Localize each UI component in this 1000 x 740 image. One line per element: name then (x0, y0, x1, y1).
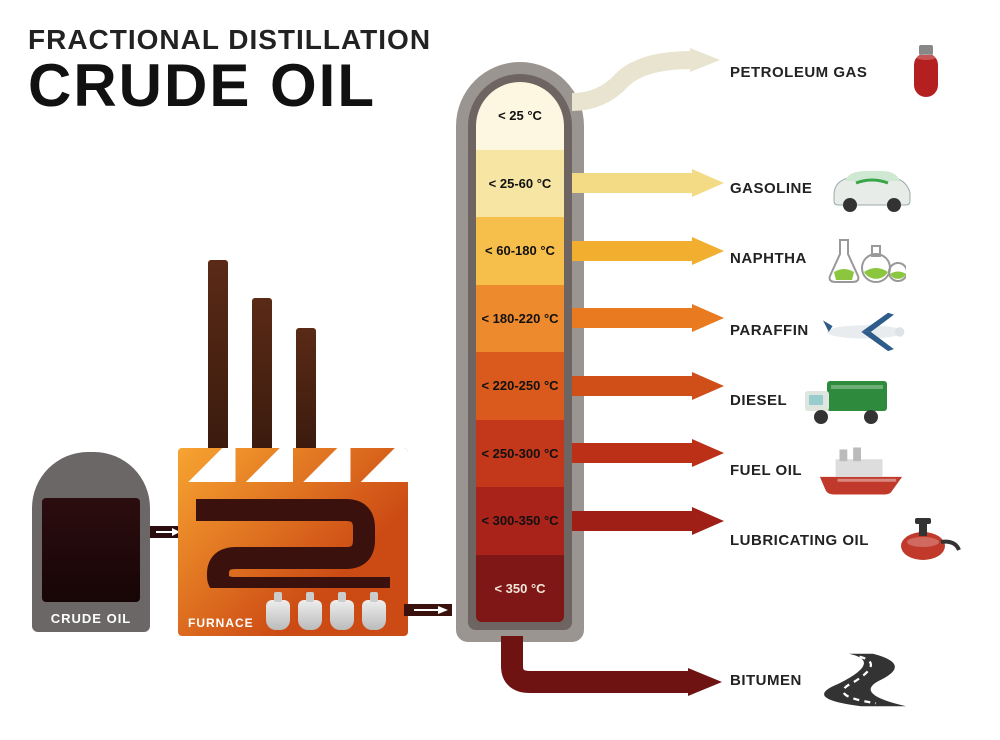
chimney-icon (252, 298, 272, 448)
roof-sawtooth (178, 448, 408, 482)
band-temp-label: < 300-350 °C (481, 513, 558, 528)
distillation-column: < 25 °C < 25-60 °C < 60-180 °C < 180-220 °C… (456, 62, 584, 642)
band-temp-label: < 350 °C (494, 581, 545, 596)
column-band: < 300-350 °C (476, 487, 564, 555)
furnace-pipe-icon (196, 492, 390, 588)
product-arrow (572, 169, 732, 197)
column-band: < 350 °C (476, 555, 564, 623)
furnace-body: FURNACE (178, 448, 408, 636)
product-label: DIESEL (730, 392, 787, 409)
product-label: NAPHTHA (730, 250, 807, 267)
ship-icon (816, 441, 906, 499)
car-icon (826, 159, 916, 217)
tank-oil (42, 498, 140, 602)
vessel-icon (298, 600, 322, 630)
oil-can-icon (883, 511, 973, 569)
pipe-furnace-to-column (404, 598, 464, 622)
vessel-icon (362, 600, 386, 630)
column-band: < 60-180 °C (476, 217, 564, 285)
product-label: BITUMEN (730, 672, 802, 689)
column-band: < 25 °C (476, 82, 564, 150)
tank-body: CRUDE OIL (32, 452, 150, 632)
gas-cylinder-icon (881, 43, 971, 101)
product-row: DIESEL (730, 370, 891, 430)
column-band: < 250-300 °C (476, 420, 564, 488)
column-band: < 220-250 °C (476, 352, 564, 420)
product-arrow (572, 507, 732, 535)
vessel-icon (266, 600, 290, 630)
chimney-icon (296, 328, 316, 448)
airplane-icon (823, 301, 913, 359)
product-row: LUBRICATING OIL (730, 510, 973, 570)
product-arrow (572, 372, 732, 400)
product-arrow (572, 237, 732, 265)
vessel-icon (330, 600, 354, 630)
column-inner: < 25 °C < 25-60 °C < 60-180 °C < 180-220 °C… (468, 74, 572, 630)
product-row: PETROLEUM GAS (730, 42, 971, 102)
product-row: FUEL OIL (730, 440, 906, 500)
crude-oil-tank: CRUDE OIL (32, 452, 150, 632)
arrow-petroleum-gas (572, 58, 732, 118)
product-label: GASOLINE (730, 180, 812, 197)
band-temp-label: < 60-180 °C (485, 243, 555, 258)
flasks-icon (821, 229, 911, 287)
band-temp-label: < 180-220 °C (481, 311, 558, 326)
band-temp-label: < 25-60 °C (489, 176, 552, 191)
column-band: < 25-60 °C (476, 150, 564, 218)
product-row: NAPHTHA (730, 228, 911, 288)
band-temp-label: < 250-300 °C (481, 446, 558, 461)
product-label: PARAFFIN (730, 322, 809, 339)
truck-icon (801, 371, 891, 429)
title-block: FRACTIONAL DISTILLATION CRUDE OIL (28, 24, 431, 116)
column-band: < 180-220 °C (476, 285, 564, 353)
furnace: FURNACE (178, 336, 408, 636)
band-temp-label: < 25 °C (498, 108, 542, 123)
road-icon (816, 651, 906, 709)
arrow-bitumen (500, 636, 730, 696)
tank-label: CRUDE OIL (32, 611, 150, 626)
furnace-label: FURNACE (188, 616, 254, 630)
product-label: FUEL OIL (730, 462, 802, 479)
product-arrow (572, 304, 732, 332)
product-label: PETROLEUM GAS (730, 64, 867, 81)
product-row: PARAFFIN (730, 300, 913, 360)
product-row: BITUMEN (730, 650, 906, 710)
column-stack: < 25 °C < 25-60 °C < 60-180 °C < 180-220 °C… (476, 82, 564, 622)
product-label: LUBRICATING OIL (730, 532, 869, 549)
product-arrow (572, 439, 732, 467)
main-title: CRUDE OIL (28, 56, 431, 116)
product-row: GASOLINE (730, 158, 916, 218)
chimney-icon (208, 260, 228, 448)
band-temp-label: < 220-250 °C (481, 378, 558, 393)
